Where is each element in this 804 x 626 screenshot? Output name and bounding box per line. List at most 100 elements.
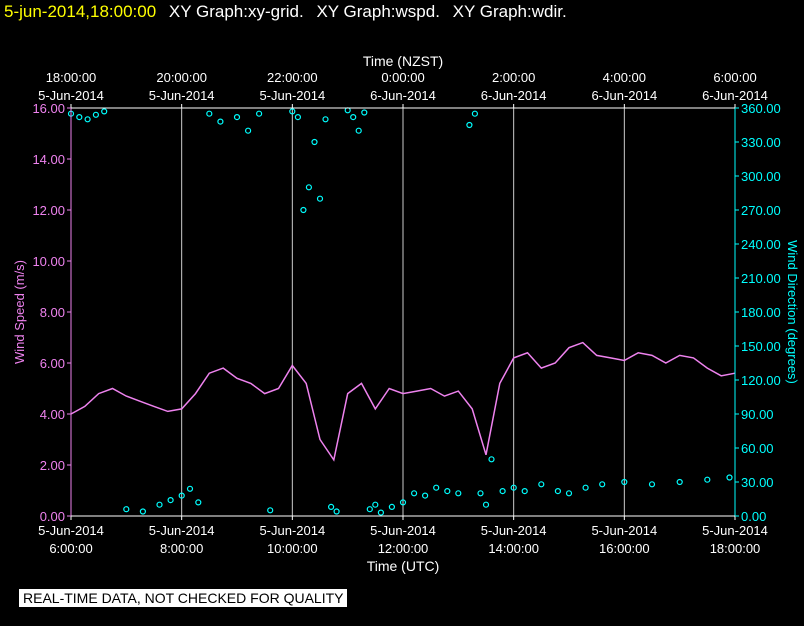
left-axis-label: Wind Speed (m/s) — [12, 260, 27, 364]
top-tick-label-time: 22:00:00 — [267, 70, 318, 85]
bottom-axis-label: Time (UTC) — [367, 558, 440, 574]
right-tick-label: 30.00 — [741, 475, 774, 490]
wind-direction-point — [621, 478, 628, 486]
top-tick-label-time: 0:00:00 — [381, 70, 424, 85]
wind-direction-point — [499, 488, 506, 495]
wind-direction-point — [156, 501, 163, 508]
top-tick-label-date: 6-Jun-2014 — [481, 88, 547, 103]
wind-direction-point — [455, 490, 462, 497]
wind-direction-point — [333, 508, 340, 515]
wind-direction-point — [322, 116, 329, 123]
wind-direction-point — [101, 108, 108, 115]
wind-direction-point — [676, 478, 683, 486]
x-tick-label-date: 5-Jun-2014 — [370, 523, 436, 538]
right-tick-label: 300.00 — [741, 169, 781, 184]
wind-direction-point — [538, 481, 545, 488]
tick-labels: 5-Jun-2014 6:00:00 18:00:00 5-Jun-2014 5-Jun… — [32, 70, 780, 556]
x-tick-label-date: 5-Jun-2014 — [591, 523, 657, 538]
wind-direction-point — [388, 503, 395, 510]
wind-direction-point — [521, 488, 528, 495]
wind-direction-point — [726, 474, 733, 481]
wind-direction-point — [84, 116, 91, 123]
left-tick-label: 16.00 — [32, 101, 65, 116]
wind-direction-point — [233, 113, 241, 121]
wind-direction-point — [648, 481, 656, 488]
right-tick-label: 120.00 — [741, 373, 781, 388]
wind-direction-point — [217, 118, 224, 125]
wind-direction-point — [444, 488, 451, 495]
wind-direction-point — [399, 499, 407, 506]
top-tick-label-date: 6-Jun-2014 — [591, 88, 657, 103]
top-tick-label-time: 2:00:00 — [492, 70, 535, 85]
wind-direction-point — [377, 509, 384, 516]
wind-direction-point — [510, 484, 517, 491]
wind-direction-point — [554, 488, 562, 495]
wind-direction-point — [167, 497, 174, 504]
x-tick-label-date: 5-Jun-2014 — [149, 523, 215, 538]
x-tick-label-time: 8:00:00 — [160, 541, 203, 556]
wind-direction-point — [582, 484, 589, 491]
left-tick-label: 14.00 — [32, 152, 65, 167]
wind-direction-point — [704, 476, 711, 483]
top-tick-label-time: 20:00:00 — [156, 70, 207, 85]
left-tick-label: 2.00 — [40, 458, 65, 473]
x-tick-label-time: 18:00:00 — [710, 541, 761, 556]
quality-note: REAL-TIME DATA, NOT CHECKED FOR QUALITY — [19, 589, 348, 607]
wind-direction-point — [411, 490, 418, 497]
wind-direction-point — [300, 206, 307, 214]
x-tick-label-date: 5-Jun-2014 — [38, 523, 104, 538]
grid-layer — [181, 108, 625, 516]
speed-series — [70, 341, 736, 462]
wind-direction-point — [267, 507, 274, 514]
wind-direction-point — [350, 113, 357, 121]
right-tick-label: 270.00 — [741, 203, 781, 218]
title-bar: 5-jun-2014,18:00:00 XY Graph:xy-grid. XY… — [4, 2, 567, 22]
x-tick-label-date: 5-Jun-2014 — [702, 523, 768, 538]
wind-direction-point — [245, 127, 252, 134]
wind-direction-point — [565, 490, 573, 497]
wind-direction-point — [289, 108, 296, 115]
wind-direction-point — [366, 506, 373, 513]
right-tick-label: 210.00 — [741, 271, 781, 286]
wind-direction-point — [256, 110, 263, 117]
wind-direction-point — [482, 501, 490, 508]
top-tick-label-date: 5-Jun-2014 — [149, 88, 215, 103]
wind-direction-point — [305, 184, 312, 191]
x-tick-label-time: 14:00:00 — [488, 541, 539, 556]
x-tick-label-time: 16:00:00 — [599, 541, 650, 556]
x-tick-label-date: 5-Jun-2014 — [259, 523, 325, 538]
wind-direction-point — [178, 492, 185, 499]
top-tick-label-date: 5-Jun-2014 — [259, 88, 325, 103]
wind-direction-point — [433, 484, 440, 491]
top-axis-label: Time (NZST) — [363, 53, 443, 69]
right-tick-label: 150.00 — [741, 339, 781, 354]
wind-direction-point — [328, 503, 335, 510]
wind-direction-point — [488, 456, 495, 463]
wind-speed-line — [70, 341, 736, 462]
right-tick-label: 180.00 — [741, 305, 781, 320]
wind-direction-point — [471, 110, 478, 117]
left-tick-label: 12.00 — [32, 203, 65, 218]
x-tick-label-time: 6:00:00 — [49, 541, 92, 556]
wind-direction-point — [316, 195, 324, 202]
right-tick-label: 330.00 — [741, 135, 781, 150]
top-tick-label-time: 6:00:00 — [713, 70, 756, 85]
left-tick-label: 4.00 — [40, 407, 65, 422]
wind-direction-point — [422, 492, 429, 499]
timestamp: 5-jun-2014,18:00:00 — [4, 2, 157, 21]
x-tick-label-time: 10:00:00 — [267, 541, 318, 556]
wind-direction-point — [477, 490, 484, 497]
wind-direction-point — [466, 121, 473, 129]
left-tick-label: 8.00 — [40, 305, 65, 320]
top-tick-label-date: 6-Jun-2014 — [702, 88, 768, 103]
graph-title-grid: XY Graph:xy-grid. — [168, 2, 304, 21]
wind-direction-point — [361, 109, 368, 116]
wind-direction-point — [139, 508, 146, 515]
right-tick-label: 240.00 — [741, 237, 781, 252]
wind-direction-point — [355, 127, 362, 134]
wind-direction-point — [123, 506, 130, 513]
direction-series — [67, 107, 733, 516]
right-tick-label: 360.00 — [741, 101, 781, 116]
top-tick-label-date: 6-Jun-2014 — [370, 88, 436, 103]
